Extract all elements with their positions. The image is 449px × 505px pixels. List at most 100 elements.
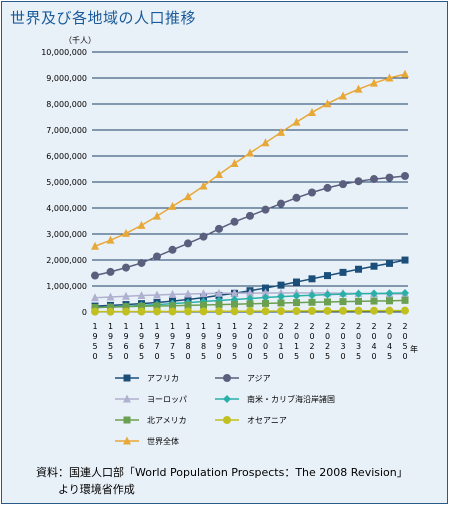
- data-point: [91, 241, 99, 250]
- x-tick-label: 1: [185, 322, 190, 331]
- x-tick-label: 1: [154, 322, 159, 331]
- x-tick-label: 2: [340, 322, 345, 331]
- data-point: [323, 290, 332, 299]
- data-point: [370, 175, 378, 184]
- data-point: [386, 297, 393, 305]
- x-tick-label: 9: [154, 332, 159, 341]
- x-tick-label: 9: [123, 332, 128, 341]
- x-tick-label: 5: [294, 352, 299, 361]
- data-point: [370, 306, 378, 315]
- data-point: [153, 302, 161, 310]
- data-point: [308, 188, 316, 197]
- data-point: [293, 299, 300, 307]
- x-tick-label: 5: [263, 352, 268, 361]
- data-point: [355, 297, 362, 305]
- data-point: [386, 259, 393, 267]
- x-tick-label: 0: [371, 332, 376, 341]
- data-point: [261, 205, 270, 214]
- data-point: [138, 302, 145, 310]
- y-tick-label: 1,000,000: [46, 282, 87, 291]
- data-point: [184, 192, 192, 201]
- data-point: [339, 268, 347, 276]
- data-point: [246, 211, 254, 220]
- x-tick-label: 2: [402, 322, 407, 331]
- x-tick-label: 0: [402, 352, 407, 361]
- x-tick-label: 2: [371, 322, 376, 331]
- data-point: [323, 99, 332, 108]
- data-point: [122, 307, 130, 316]
- data-point: [277, 292, 285, 301]
- x-tick-label: 9: [108, 332, 113, 341]
- data-point: [370, 262, 378, 270]
- x-tick-label: 5: [356, 352, 361, 361]
- legend-marker: [123, 374, 131, 382]
- legend-label: ヨーロッパ: [147, 395, 187, 404]
- x-tick-label: 0: [402, 332, 407, 341]
- data-point: [199, 181, 208, 190]
- x-tick-label: 1: [123, 322, 128, 331]
- data-point: [401, 171, 409, 180]
- data-point: [246, 148, 254, 157]
- x-tick-label: 9: [170, 332, 175, 341]
- x-tick-label: 5: [387, 352, 392, 361]
- x-tick-label: 1: [278, 342, 283, 351]
- x-tick-label: 5: [232, 352, 237, 361]
- x-tick-label: 1: [108, 322, 113, 331]
- legend-label: 世界全体: [147, 436, 179, 446]
- y-tick-label: 7,000,000: [46, 126, 87, 135]
- data-point: [292, 306, 301, 315]
- series-line: [94, 73, 406, 247]
- x-tick-label: 2: [247, 322, 252, 331]
- data-point: [401, 306, 409, 315]
- data-point: [277, 299, 285, 307]
- x-tick-label: 0: [247, 352, 252, 361]
- x-tick-label: 9: [139, 332, 144, 341]
- data-point: [401, 289, 409, 298]
- data-point: [339, 290, 347, 299]
- data-point: [292, 291, 301, 300]
- data-point: [370, 78, 378, 87]
- x-tick-label: 5: [325, 352, 330, 361]
- data-point: [261, 293, 270, 302]
- data-point: [137, 258, 146, 267]
- x-tick-label: 1: [216, 322, 221, 331]
- data-point: [354, 306, 363, 315]
- x-tick-label: 0: [216, 352, 221, 361]
- x-tick-label: 0: [92, 352, 97, 361]
- x-tick-label: 2: [278, 322, 283, 331]
- x-tick-label: 9: [185, 332, 190, 341]
- data-point: [106, 235, 115, 244]
- line-chart: （千人） 0 1,000,000 2,000,000 3,000,000 4,000,00…: [41, 35, 418, 446]
- y-tick-label: 6,000,000: [46, 152, 87, 161]
- x-tick-label: 5: [92, 342, 97, 351]
- x-tick-label: 9: [216, 342, 221, 351]
- data-point: [292, 117, 301, 126]
- data-point: [370, 297, 378, 305]
- data-point: [153, 307, 161, 316]
- legend-label: オセアニア: [247, 416, 287, 425]
- data-point: [169, 302, 176, 310]
- x-tick-label: 3: [356, 342, 361, 351]
- x-tick-label: 0: [154, 352, 159, 361]
- x-tick-label: 9: [92, 332, 97, 341]
- data-point: [215, 169, 223, 178]
- legend-label: アフリカ: [147, 374, 179, 383]
- x-tick-label: 1: [92, 322, 97, 331]
- data-point: [385, 173, 394, 182]
- x-tick-label: 2: [263, 322, 268, 331]
- data-point: [277, 199, 285, 208]
- x-tick-label: 0: [340, 352, 345, 361]
- x-tick-label: 5: [170, 352, 175, 361]
- x-tick-label: 0: [356, 332, 361, 341]
- data-point: [184, 307, 192, 316]
- data-point: [401, 296, 409, 304]
- legend-label: 北アメリカ: [147, 416, 187, 425]
- data-point: [184, 301, 192, 309]
- data-point: [262, 299, 269, 307]
- data-point: [277, 307, 285, 316]
- data-point: [401, 69, 409, 78]
- x-tick-label: 5: [108, 352, 113, 361]
- data-point: [122, 303, 130, 311]
- y-unit-label: （千人）: [64, 35, 96, 45]
